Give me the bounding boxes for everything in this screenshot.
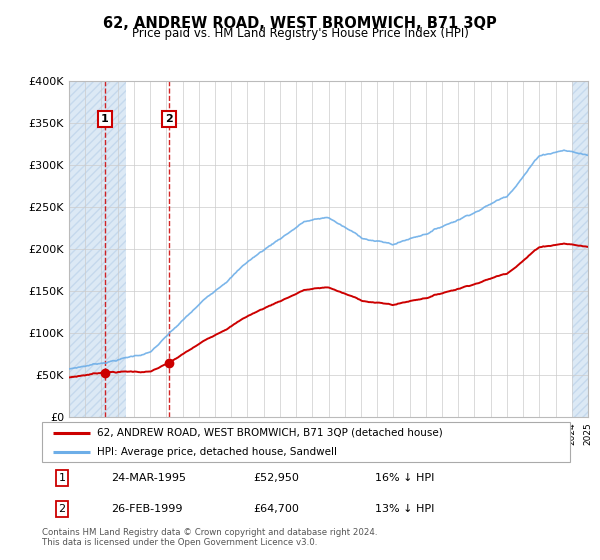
Text: 2: 2 [59,504,65,514]
Text: 24-MAR-1995: 24-MAR-1995 [110,473,185,483]
Bar [69,81,126,417]
Text: 62, ANDREW ROAD, WEST BROMWICH, B71 3QP (detached house): 62, ANDREW ROAD, WEST BROMWICH, B71 3QP … [97,428,443,438]
FancyBboxPatch shape [42,422,570,462]
Bar [572,81,588,417]
Text: HPI: Average price, detached house, Sandwell: HPI: Average price, detached house, Sand… [97,447,337,457]
Text: 1: 1 [59,473,65,483]
Text: 13% ↓ HPI: 13% ↓ HPI [374,504,434,514]
Text: 26-FEB-1999: 26-FEB-1999 [110,504,182,514]
Text: £52,950: £52,950 [253,473,299,483]
Text: Contains HM Land Registry data © Crown copyright and database right 2024.
This d: Contains HM Land Registry data © Crown c… [42,528,377,547]
Bar [572,81,588,417]
Text: 2: 2 [165,114,173,124]
Text: 62, ANDREW ROAD, WEST BROMWICH, B71 3QP: 62, ANDREW ROAD, WEST BROMWICH, B71 3QP [103,16,497,31]
Bar [69,81,126,417]
Text: £64,700: £64,700 [253,504,299,514]
Text: 1: 1 [101,114,109,124]
Text: Price paid vs. HM Land Registry's House Price Index (HPI): Price paid vs. HM Land Registry's House … [131,27,469,40]
Text: 16% ↓ HPI: 16% ↓ HPI [374,473,434,483]
